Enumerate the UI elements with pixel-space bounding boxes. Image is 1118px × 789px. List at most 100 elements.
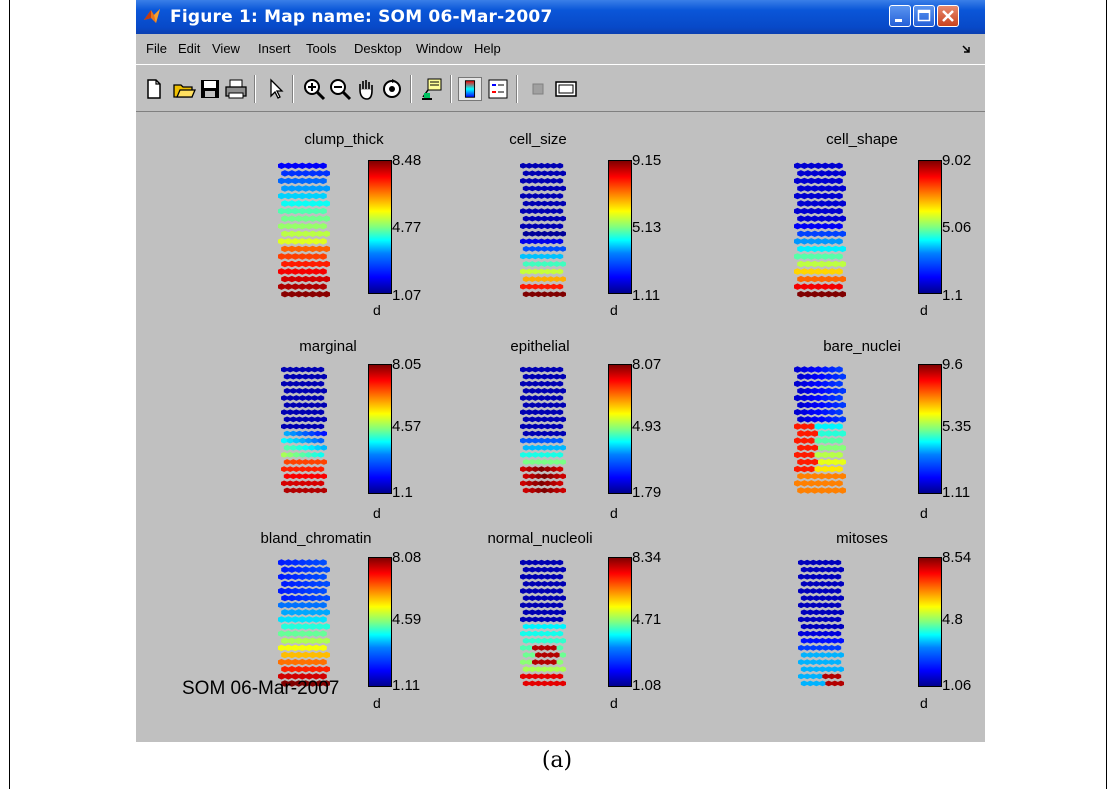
show-plot-tools-icon[interactable] [554,77,578,101]
hexmap-normal-nucleoli[interactable] [520,559,566,687]
rotate-3d-icon[interactable] [380,77,404,101]
hex-cell [807,581,814,587]
hex-cell [538,268,545,275]
menu-tools[interactable]: Tools [306,41,337,56]
hex-cell [538,223,545,230]
hexmap-bland-chromatin[interactable] [278,559,330,687]
close-button[interactable] [937,5,959,27]
hex-cell [794,465,802,473]
hex-cell [298,207,306,215]
hex-cell [315,230,324,237]
hex-cell [837,566,844,573]
open-file-icon[interactable] [172,77,196,101]
edit-plot-arrow-icon[interactable] [264,77,288,101]
pan-hand-icon[interactable] [354,77,378,101]
hex-cell [834,645,842,651]
hex-cell [550,253,557,260]
menu-window[interactable]: Window [416,41,463,56]
hex-cell [556,380,564,387]
hex-cell [284,602,293,609]
hex-cell [278,573,286,580]
hex-cell [532,208,539,214]
hex-cell [295,680,303,687]
hexmap-mitoses[interactable] [798,559,844,687]
hex-cell [818,458,826,466]
menu-edit[interactable]: Edit [178,41,201,56]
maximize-button[interactable] [913,5,935,27]
minimize-button[interactable] [889,5,911,27]
legend-icon[interactable] [486,77,510,101]
data-cursor-icon[interactable] [420,77,444,101]
hex-cell [837,680,844,687]
colorbar-icon[interactable] [458,77,482,101]
hex-cell [319,658,327,666]
hex-cell [556,208,564,214]
hex-cell [556,645,564,651]
hex-cell [314,416,322,423]
hex-cell [302,680,310,687]
hex-cell [295,200,303,207]
hex-cell [308,373,315,380]
menu-insert[interactable]: Insert [258,41,291,56]
menu-desktop[interactable]: Desktop [354,41,402,56]
hex-cell [547,459,554,465]
hexmap-marginal[interactable] [281,366,327,494]
hex-cell [550,238,557,245]
hexmap-cell-size[interactable] [520,162,566,298]
hex-cell [532,437,539,444]
hex-cell [281,215,289,222]
zoom-in-icon[interactable] [302,77,326,101]
save-icon[interactable] [198,77,222,101]
hex-cell [813,623,820,630]
hexmap-bare-nuclei[interactable] [794,366,846,494]
hex-cell [800,623,808,630]
hex-cell [535,276,542,282]
hex-cell [322,200,330,207]
title-bar[interactable]: Figure 1: Map name: SOM 06-Mar-2007 [136,0,985,34]
hex-cell [807,380,816,387]
hide-plot-tools-icon[interactable] [526,77,550,101]
hex-cell [544,573,551,580]
hex-cell [814,268,822,275]
hexmap-cell-shape[interactable] [794,162,846,298]
hex-cell [831,260,840,268]
hex-cell [559,246,566,252]
hex-cell [831,444,840,451]
hexmap-clump-thick[interactable] [278,162,330,298]
hex-cell [541,581,548,587]
print-icon[interactable] [224,77,248,101]
hexmap-epithelial[interactable] [520,366,566,494]
hex-cell [295,245,303,253]
menu-file[interactable]: File [146,41,167,56]
hex-cell [800,223,809,230]
hex-cell [308,680,317,687]
plot-title-normal-nucleoli: normal_nucleoli [487,530,593,547]
dock-arrow-icon[interactable] [962,44,972,54]
hex-cell [835,162,843,169]
new-figure-icon[interactable] [142,77,166,101]
hex-cell [544,395,551,401]
hex-cell [824,401,833,409]
menu-view[interactable]: View [212,41,240,56]
hex-cell [800,451,809,459]
hex-cell [547,652,554,658]
hex-cell [305,409,312,416]
hex-cell [825,566,832,573]
menu-help[interactable]: Help [474,41,501,56]
hex-cell [293,480,300,487]
hex-cell [819,566,826,573]
zoom-out-icon[interactable] [328,77,352,101]
hex-cell [550,423,557,430]
hex-cell [544,253,551,260]
hex-cell [302,373,309,380]
hex-cell [302,487,309,494]
hex-cell [538,452,545,458]
hex-cell [811,260,819,268]
hex-cell [800,566,808,573]
hex-cell [553,595,561,601]
hex-cell [803,573,811,580]
toolbar-separator [254,75,256,103]
hex-cell [559,430,566,437]
hex-cell [813,680,820,687]
hex-cell [535,609,542,616]
